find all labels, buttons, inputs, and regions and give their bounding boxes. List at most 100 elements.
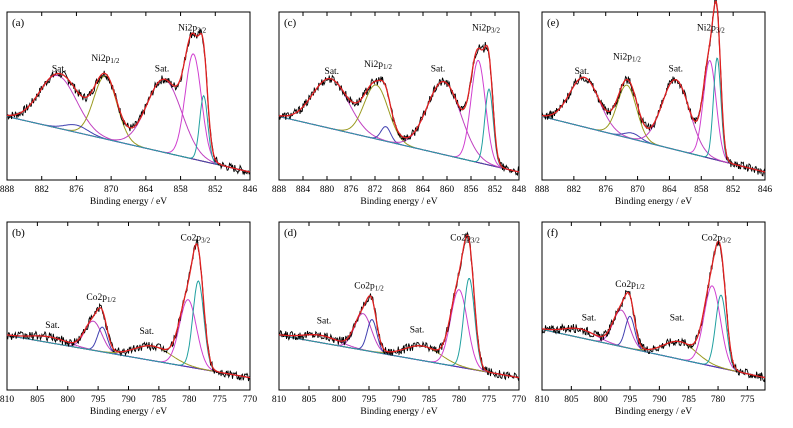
x-tick-label: 864 [416, 185, 431, 195]
component-curve [278, 289, 520, 379]
x-tick-label: 780 [452, 395, 467, 405]
x-tick-label: 800 [332, 395, 347, 405]
component-curve [278, 81, 520, 173]
panel-label: (f) [547, 227, 558, 239]
panel-c: 888 884 880 876 872 868 864 860 856 852 848 Binding… [272, 11, 527, 207]
component-curve [278, 88, 520, 173]
plot-frame [541, 221, 766, 391]
x-tick-label: 888 [535, 185, 550, 195]
x-tick-label: 810 [272, 395, 287, 405]
component-curve [541, 309, 766, 379]
panel-label: (d) [284, 227, 297, 239]
x-tick-label: 810 [0, 395, 14, 405]
x-tick-label: 846 [243, 185, 258, 195]
x-tick-label: 785 [682, 395, 697, 405]
panel-a: 888 882 876 870 864 858 852 846 Binding energy /… [0, 11, 258, 207]
peak-annotation: Sat. [45, 321, 60, 331]
peak-annotation: Sat. [670, 314, 685, 324]
x-tick-label: 810 [535, 395, 550, 405]
x-tick-label: 795 [91, 395, 106, 405]
x-tick-label: 800 [61, 395, 76, 405]
panel-b: 810 805 800 795 790 785 780 775 770 Binding energ… [0, 221, 258, 417]
x-tick-label: 852 [726, 185, 741, 195]
x-tick-label: 872 [368, 185, 383, 195]
plot-frame [6, 11, 251, 181]
x-tick-label: 876 [344, 185, 359, 195]
x-tick-label: 870 [104, 185, 119, 195]
x-tick-label: 805 [564, 395, 579, 405]
component-curve [6, 94, 251, 173]
x-tick-label: 858 [694, 185, 709, 195]
x-axis-label: Binding energy / eV [360, 197, 437, 207]
component-curve [541, 294, 766, 379]
peak-annotation: Sat. [575, 67, 590, 77]
raw-data-line [6, 238, 251, 382]
panel-e: 888 882 876 870 864 858 852 846 Binding energy /… [535, 0, 772, 207]
peak-annotation: Sat. [155, 64, 170, 74]
peak-annotation: Co2p3/2 [181, 233, 211, 244]
x-tick-label: 795 [623, 395, 638, 405]
x-tick-label: 856 [464, 185, 479, 195]
peak-annotation: Ni2p1/2 [364, 60, 392, 71]
fit-envelope [278, 44, 520, 173]
x-tick-label: 884 [296, 185, 311, 195]
panel-label: (b) [12, 227, 25, 239]
peak-annotation: Ni2p3/2 [697, 23, 725, 34]
x-tick-label: 775 [740, 395, 755, 405]
component-curve [278, 60, 520, 173]
x-tick-label: 876 [69, 185, 84, 195]
x-tick-label: 775 [213, 395, 228, 405]
component-curve [278, 278, 520, 379]
peak-annotation: Ni2p1/2 [91, 54, 119, 65]
x-tick-label: 775 [482, 395, 497, 405]
component-curve [6, 74, 251, 173]
x-tick-label: 770 [512, 395, 527, 405]
x-tick-label: 805 [30, 395, 45, 405]
x-tick-label: 888 [0, 185, 14, 195]
peak-annotation: Sat. [582, 314, 597, 324]
peak-annotation: Sat. [325, 67, 340, 77]
x-axis-label: Binding energy / eV [615, 197, 692, 207]
panel-label: (c) [284, 17, 297, 29]
x-tick-label: 864 [662, 185, 677, 195]
component-curve [541, 57, 766, 173]
x-tick-label: 860 [440, 185, 455, 195]
plot-frame [6, 221, 251, 391]
x-tick-label: 868 [392, 185, 407, 195]
x-tick-label: 785 [152, 395, 167, 405]
x-tick-label: 795 [362, 395, 377, 405]
x-tick-label: 770 [243, 395, 258, 405]
panel-d: 810 805 800 795 790 785 780 775 770 Binding energ… [272, 221, 527, 417]
component-curve [541, 84, 766, 173]
peak-annotation: Co2p1/2 [615, 280, 645, 291]
plot-frame [278, 11, 520, 181]
peak-annotation: Co2p3/2 [450, 233, 480, 244]
x-tick-label: 852 [208, 185, 223, 195]
peak-annotation: Ni2p1/2 [613, 53, 641, 64]
x-tick-label: 790 [392, 395, 407, 405]
fit-envelope [542, 0, 766, 173]
component-curve [6, 280, 251, 379]
peak-annotation: Co2p3/2 [702, 233, 732, 244]
x-tick-label: 876 [599, 185, 614, 195]
panel-f: 810 805 800 795 790 785 780 775 Binding energy /… [535, 221, 766, 417]
x-tick-label: 858 [173, 185, 188, 195]
peak-annotation: Ni2p3/2 [472, 23, 500, 34]
fit-envelope [278, 234, 520, 379]
fit-envelope [6, 32, 251, 173]
fit-envelope [541, 240, 766, 379]
x-axis-label: Binding energy / eV [360, 407, 437, 417]
peak-annotation: Sat. [52, 64, 67, 74]
x-tick-label: 800 [594, 395, 609, 405]
raw-data-line [278, 231, 520, 382]
peak-annotation: Sat. [317, 317, 332, 327]
x-axis-label: Binding energy / eV [90, 197, 167, 207]
x-tick-label: 790 [652, 395, 667, 405]
peak-annotation: Sat. [431, 64, 446, 74]
x-tick-label: 848 [512, 185, 527, 195]
x-tick-label: 780 [182, 395, 197, 405]
component-curve [6, 299, 251, 379]
peak-annotation: Co2p1/2 [86, 293, 116, 304]
peak-annotation: Co2p1/2 [354, 282, 384, 293]
